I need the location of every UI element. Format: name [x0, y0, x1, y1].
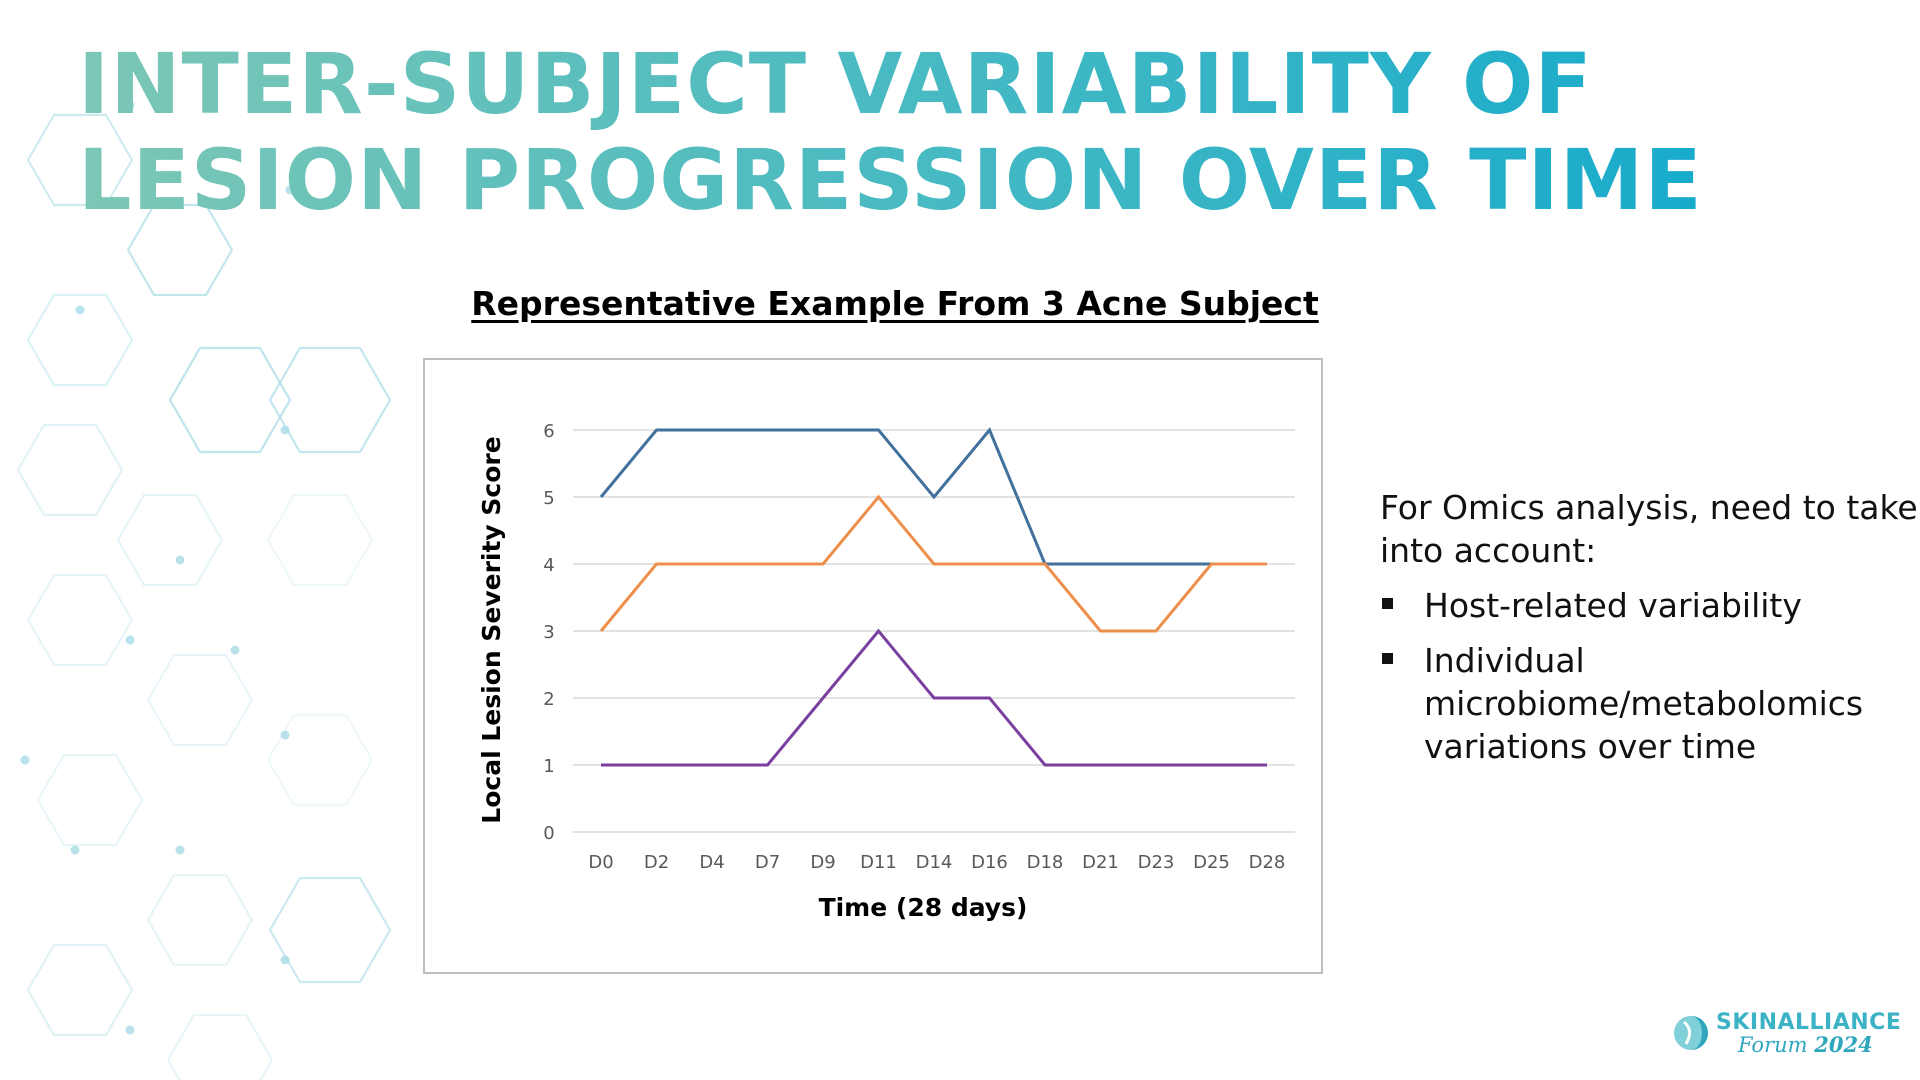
hexagon-shape	[126, 203, 234, 297]
x-tick-label: D16	[971, 852, 1008, 873]
hexagon-shape	[266, 493, 374, 587]
node-dot	[280, 955, 290, 965]
node-dot	[70, 845, 80, 855]
hexagon-shape	[26, 113, 134, 207]
hexagon-shape	[166, 1013, 274, 1080]
x-tick-label: D4	[699, 852, 724, 873]
chart-heading: Representative Example From 3 Acne Subje…	[471, 284, 1319, 323]
hexagon-shape	[268, 876, 392, 984]
y-tick-label: 2	[543, 689, 554, 710]
hexagon-shape	[146, 653, 254, 747]
node-dot	[175, 845, 185, 855]
hexagon-shape	[116, 493, 224, 587]
node-dot	[280, 730, 290, 740]
notes-panel: For Omics analysis, need to take into ac…	[1380, 486, 1920, 780]
hexagon-shape	[268, 346, 392, 454]
droplet-logo-icon	[1674, 1016, 1708, 1050]
node-dot	[75, 305, 85, 315]
hexagon-shape	[266, 713, 374, 807]
node-dot	[125, 100, 135, 110]
series-line	[599, 494, 1267, 633]
notes-bullet-list: Host-related variability Individual micr…	[1380, 584, 1920, 768]
chart-gridlines	[573, 429, 1295, 833]
hexagon-shape	[146, 873, 254, 967]
y-tick-label: 1	[543, 756, 554, 777]
x-tick-label: D9	[810, 852, 835, 873]
hexagon-shape	[168, 346, 292, 454]
x-tick-label: D7	[755, 852, 780, 873]
hexagon-shape	[26, 293, 134, 387]
node-dot	[230, 645, 240, 655]
series-line	[601, 628, 1267, 767]
x-tick-label: D11	[860, 852, 897, 873]
x-tick-label: D18	[1027, 852, 1064, 873]
node-dot	[285, 185, 295, 195]
hexagon-shape	[16, 423, 124, 517]
slide-title: INTER-SUBJECT VARIABILITY OF LESION PROG…	[78, 36, 1798, 228]
x-tick-label: D25	[1193, 852, 1230, 873]
x-tick-label: D28	[1249, 852, 1286, 873]
hexagon-shape	[26, 943, 134, 1037]
node-dot	[280, 425, 290, 435]
y-axis-tick-labels: 0 1 2 3 4 5 6	[543, 421, 554, 844]
x-axis-title: Time (28 days)	[819, 893, 1028, 922]
logo-sub-word: Forum	[1738, 1033, 1808, 1057]
square-bullet-icon	[1382, 653, 1393, 664]
y-tick-label: 3	[543, 622, 554, 643]
x-tick-label: D14	[916, 852, 953, 873]
y-tick-label: 5	[543, 488, 554, 509]
logo-name: SKINALLIANCE	[1716, 1010, 1902, 1035]
y-tick-label: 0	[543, 823, 554, 844]
hexagon-pattern-background	[16, 100, 392, 1080]
x-tick-label: D23	[1138, 852, 1175, 873]
list-item: Individual microbiome/metabolomics varia…	[1380, 639, 1920, 768]
hexagon-shape	[26, 573, 134, 667]
skinalliance-logo: SKINALLIANCE Forum 2024	[1672, 1008, 1912, 1060]
logo-subtitle: Forum 2024	[1738, 1032, 1873, 1057]
x-tick-label: D21	[1082, 852, 1119, 873]
node-dot	[125, 635, 135, 645]
y-tick-label: 6	[543, 421, 554, 442]
hexagon-shape	[36, 753, 144, 847]
notes-intro: For Omics analysis, need to take into ac…	[1380, 488, 1918, 570]
node-dot	[175, 555, 185, 565]
series-line	[599, 427, 1267, 566]
list-item: Host-related variability	[1380, 584, 1920, 627]
bullet-text: Host-related variability	[1424, 586, 1802, 625]
bullet-text: Individual microbiome/metabolomics varia…	[1424, 641, 1864, 766]
x-tick-label: D2	[644, 852, 669, 873]
square-bullet-icon	[1382, 598, 1393, 609]
x-tick-label: D0	[588, 852, 613, 873]
node-dot	[20, 755, 30, 765]
chart-series	[599, 427, 1267, 767]
node-dot	[125, 1025, 135, 1035]
y-axis-title: Local Lesion Severity Score	[477, 436, 506, 823]
logo-year: 2024	[1814, 1032, 1873, 1057]
x-axis-tick-labels: D0 D2 D4 D7 D9 D11 D14 D16 D18 D21 D23 D25 D28	[588, 852, 1285, 873]
y-tick-label: 4	[543, 555, 554, 576]
